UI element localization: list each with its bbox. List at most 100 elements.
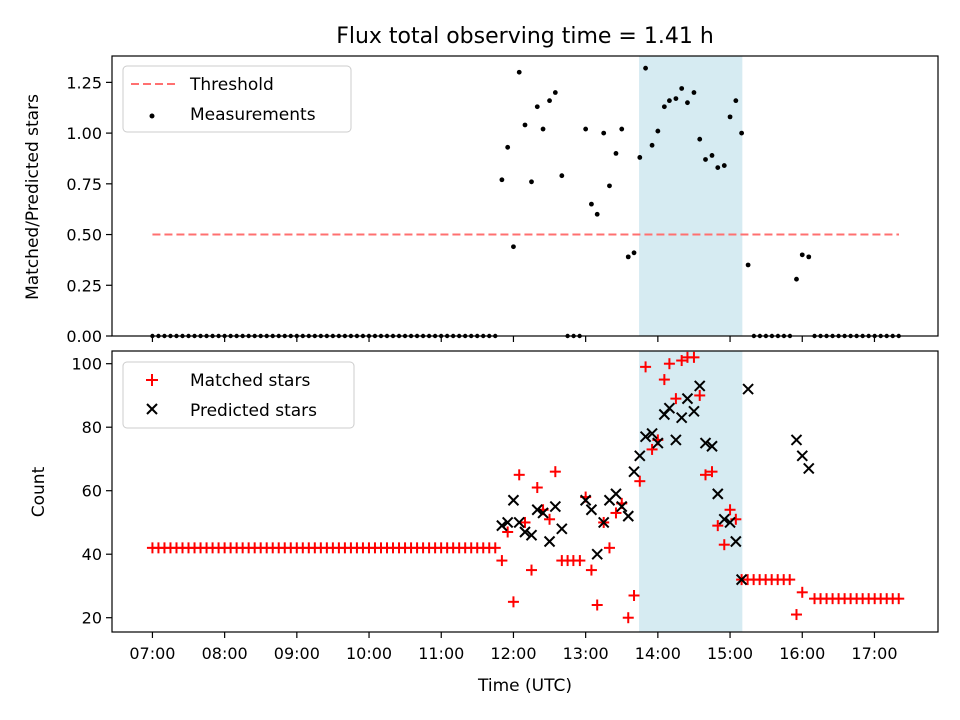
predicted-star-marker [519, 526, 531, 538]
predicted-star-marker [730, 535, 742, 548]
top-plot-frame [111, 55, 939, 337]
measurement-point [540, 126, 546, 132]
measurement-point [667, 98, 672, 104]
matched-star-marker [706, 466, 718, 478]
bottom-ytick-label: 100 [71, 355, 102, 374]
bottom-xtick-label: 10:00 [346, 644, 392, 663]
predicted-star-marker [652, 437, 664, 449]
predicted-star-marker [706, 440, 718, 452]
top-y-axis-label: Matched/Predicted stars [23, 94, 43, 300]
matched-star-marker [489, 542, 501, 554]
measurement-point [589, 201, 594, 207]
measurement-point [499, 177, 505, 183]
measurement-point [745, 262, 751, 268]
chart-title: Flux total observing time = 1.41 h [336, 24, 714, 49]
matched-star-marker [496, 555, 508, 567]
bottom-ytick-label: 80 [82, 418, 102, 437]
matched-star-marker [591, 599, 603, 611]
bottom-shaded-region [639, 351, 743, 632]
predicted-star-marker [688, 405, 700, 418]
bottom-xtick-label: 09:00 [274, 644, 320, 663]
predicted-stars-legend-swatch [146, 403, 158, 415]
matched-star-marker [784, 574, 796, 586]
measurement-point [619, 126, 625, 132]
matched-star-marker [549, 466, 561, 478]
top-ytick-label: 0.25 [66, 276, 102, 295]
predicted-star-marker [543, 535, 556, 548]
predicted-star-marker [622, 510, 634, 522]
measurement-point [661, 104, 667, 110]
measurement-point [552, 90, 558, 95]
bottom-plot-frame [111, 350, 939, 633]
measurement-point [511, 244, 516, 250]
matched-star-marker [893, 593, 905, 605]
predicted-star-marker [803, 462, 815, 475]
measurement-point [709, 153, 715, 158]
bottom-xtick-label: 15:00 [707, 644, 753, 663]
predicted-star-marker [591, 548, 603, 560]
bottom-xtick-label: 12:00 [490, 644, 536, 663]
predicted-star-marker [525, 529, 538, 541]
predicted-star-marker [718, 513, 730, 525]
matched-star-marker [658, 374, 670, 386]
predicted-star-marker [496, 519, 508, 532]
top-ytick-label: 0.75 [66, 175, 102, 194]
bottom-xtick-label: 07:00 [129, 644, 175, 663]
matched-star-marker [718, 539, 730, 551]
measurement-point [625, 254, 631, 260]
measurement-point [594, 211, 600, 217]
matched-star-marker [531, 482, 543, 494]
matched-star-marker [634, 475, 646, 487]
measurement-point [601, 130, 607, 136]
predicted-star-marker [681, 392, 694, 405]
measurement-point [583, 126, 589, 132]
top-ytick-label: 0.50 [66, 226, 102, 245]
top-ytick-label: 1.00 [66, 124, 102, 143]
measurement-point [697, 136, 703, 142]
measurement-point [679, 86, 685, 91]
measurement-point [637, 155, 643, 160]
matched-star-marker [574, 555, 586, 567]
predicted-star-marker [556, 523, 568, 535]
predicted-star-marker [796, 450, 808, 462]
measurement-point [703, 157, 708, 162]
measurement-point [613, 150, 619, 156]
measurement-point [721, 163, 727, 168]
top-y-ticks: 0.00 0.25 0.50 0.75 1.00 1.25 [66, 73, 112, 346]
predicted-star-marker [628, 465, 640, 478]
matched-star-marker [663, 358, 675, 370]
bottom-xtick-label: 17:00 [851, 644, 897, 663]
matched-star-marker [676, 355, 688, 367]
predicted-star-marker [646, 427, 658, 440]
matched-star-marker [525, 564, 537, 576]
predicted-star-marker [790, 434, 803, 446]
matched-star-marker [513, 469, 525, 481]
predicted-star-marker [585, 504, 598, 516]
measurement-point [655, 128, 661, 134]
legend-predicted-stars-label: Predicted stars [190, 401, 317, 421]
matched-star-marker [585, 564, 597, 576]
legend-matched-stars-label: Matched stars [190, 371, 310, 391]
matched-star-marker [646, 443, 658, 455]
bottom-legend: Matched stars Predicted stars [122, 361, 355, 429]
measurement-point [673, 96, 679, 102]
predicted-star-marker [501, 516, 514, 529]
matched-star-marker [610, 507, 622, 519]
legend-measurements-label: Measurements [190, 105, 316, 125]
measurement-point [529, 179, 534, 185]
measurement-point [799, 252, 805, 258]
bottom-ytick-label: 60 [82, 482, 102, 501]
measurements-legend-swatch [149, 113, 155, 119]
legend-threshold-label: Threshold [189, 75, 274, 95]
predicted-star-marker [507, 494, 520, 506]
matched-star-marker [502, 526, 514, 538]
top-legend-box [122, 65, 352, 133]
predicted-star-marker [712, 488, 724, 500]
measurement-point [794, 276, 799, 282]
bottom-ytick-label: 20 [82, 609, 102, 628]
matched-star-marker [519, 516, 531, 528]
top-ytick-label: 0.00 [66, 327, 102, 346]
measurement-point [547, 98, 552, 104]
measurement-point [691, 90, 697, 95]
predicted-stars-markers [496, 380, 815, 586]
